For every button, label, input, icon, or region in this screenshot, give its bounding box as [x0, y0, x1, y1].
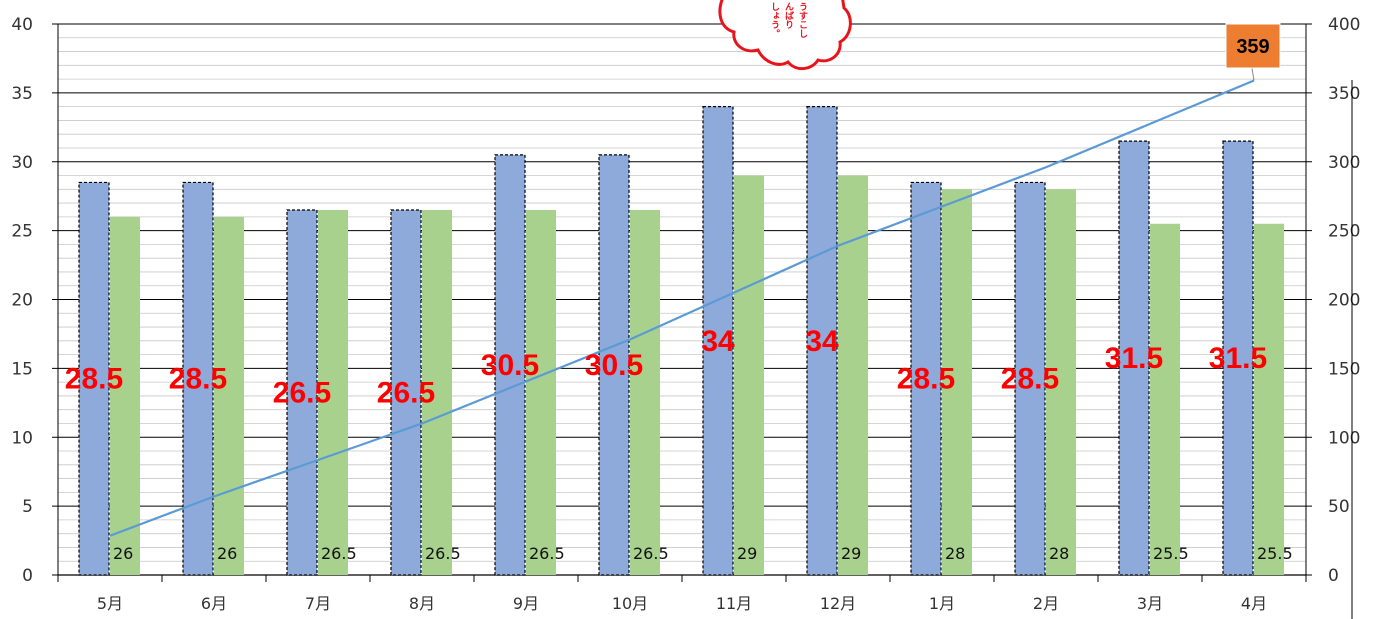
left-axis-tick-label: 5	[22, 497, 33, 517]
bar-series2	[942, 189, 972, 576]
series2-value-label: 26.5	[529, 544, 565, 563]
bar-series1	[598, 154, 630, 576]
bar-series2	[630, 209, 660, 575]
series2-value-label: 26	[113, 544, 133, 563]
flower-stamp-shape	[718, 0, 852, 70]
series2-value-label: 26.5	[321, 544, 357, 563]
total-callout: 359	[1225, 23, 1281, 81]
series1-value-label: 28.5	[897, 363, 955, 396]
x-axis-tick-label: 11月	[716, 594, 752, 613]
series1-value-label: 26.5	[273, 376, 331, 409]
series2-value-label: 29	[737, 544, 757, 563]
callout-leader	[1251, 68, 1255, 81]
series2-value-label: 26.5	[633, 544, 669, 563]
series2-value-label: 26	[217, 544, 237, 563]
left-axis-tick-label: 10	[11, 428, 33, 448]
x-axis-tick-label: 1月	[929, 594, 955, 613]
right-axis-tick-label: 400	[1328, 15, 1360, 35]
bar-series2	[526, 209, 556, 575]
series1-value-label: 30.5	[481, 349, 539, 382]
right-axis-tick-label: 150	[1328, 359, 1360, 379]
bar-series2	[422, 209, 452, 575]
series1-value-label: 28.5	[65, 363, 123, 396]
right-axis-tick-label: 250	[1328, 222, 1360, 242]
right-axis-tick-label: 100	[1328, 428, 1360, 448]
bar-series1	[806, 106, 838, 576]
left-axis-tick-label: 40	[11, 15, 33, 35]
callout-box	[1225, 23, 1281, 69]
bar-series2	[838, 175, 868, 575]
bar-series1	[1118, 140, 1150, 576]
series1-value-label: 30.5	[585, 349, 643, 382]
right-axis-tick-label: 350	[1328, 84, 1360, 104]
bar-series2	[318, 209, 348, 575]
series2-value-label: 25.5	[1257, 544, 1293, 563]
data-labels: 28.5 26 28.5 26 26.5 26.5 26.5 26.5 30.5 26.5 30.5…	[65, 325, 1293, 563]
left-axis-tick-label: 25	[11, 222, 33, 242]
series1-value-label: 28.5	[1001, 363, 1059, 396]
callout-value: 359	[1236, 36, 1269, 58]
series2-value-label: 28	[1049, 544, 1069, 563]
series1-value-label: 28.5	[169, 363, 227, 396]
x-axis-tick-label: 10月	[612, 594, 648, 613]
bar-series1	[182, 181, 214, 576]
left-axis-tick-label: 30	[11, 153, 33, 173]
series2-value-label: 25.5	[1153, 544, 1189, 563]
series2-value-label: 26.5	[425, 544, 461, 563]
left-axis-tick-label: 0	[22, 566, 33, 586]
series1-value-label: 34	[701, 325, 735, 358]
bar-series1	[494, 154, 526, 576]
bar-series2	[214, 216, 244, 575]
stamp-line-1: うすこし	[797, 2, 808, 38]
bar-series2	[734, 175, 764, 575]
bar-series2	[1046, 189, 1076, 576]
series1-value-label: 31.5	[1209, 342, 1267, 375]
x-axis-tick-label: 6月	[201, 594, 227, 613]
stamp-line-3: しょう。	[769, 2, 779, 38]
x-axis-tick-label: 2月	[1033, 594, 1059, 613]
left-axis-tick-label: 20	[11, 291, 33, 311]
left-axis-tick-label: 15	[11, 359, 33, 379]
bar-series1	[910, 181, 942, 576]
bars	[78, 106, 1284, 576]
x-axis-tick-label: 4月	[1241, 594, 1267, 613]
x-axis-tick-label: 7月	[305, 594, 331, 613]
right-axis-tick-label: 300	[1328, 153, 1360, 173]
bar-series1	[702, 106, 734, 576]
bar-series2	[1150, 223, 1180, 576]
series1-value-label: 26.5	[377, 376, 435, 409]
x-axis-tick-label: 12月	[820, 594, 856, 613]
series1-value-label: 34	[805, 325, 839, 358]
x-axis-tick-label: 8月	[409, 594, 435, 613]
bar-series1	[78, 181, 110, 576]
cumulative-line	[109, 79, 1255, 537]
bar-series1	[1222, 140, 1254, 576]
bar-series1	[390, 209, 422, 576]
right-axis-tick-label: 50	[1328, 497, 1350, 517]
x-axis-tick-label: 5月	[97, 594, 123, 613]
series2-value-label: 29	[841, 544, 861, 563]
bar-series1	[1014, 181, 1046, 576]
right-axis-tick-label: 0	[1328, 566, 1339, 586]
bar-series1	[286, 209, 318, 576]
x-axis-tick-label: 9月	[513, 594, 539, 613]
cumulative-line-path	[109, 79, 1255, 537]
axes: 0510152025303540050100150200250300350400…	[11, 15, 1360, 619]
left-axis-tick-label: 35	[11, 84, 33, 104]
series2-value-label: 28	[945, 544, 965, 563]
stamp-line-2: んばり	[783, 2, 794, 29]
bar-series2	[1254, 223, 1284, 576]
right-axis-tick-label: 200	[1328, 291, 1360, 311]
x-axis-tick-label: 3月	[1137, 594, 1163, 613]
major-gridlines	[58, 23, 1306, 507]
flower-stamp: うすこし んばり しょう。	[718, 0, 852, 70]
series1-value-label: 31.5	[1105, 342, 1163, 375]
bar-series2	[110, 216, 140, 575]
